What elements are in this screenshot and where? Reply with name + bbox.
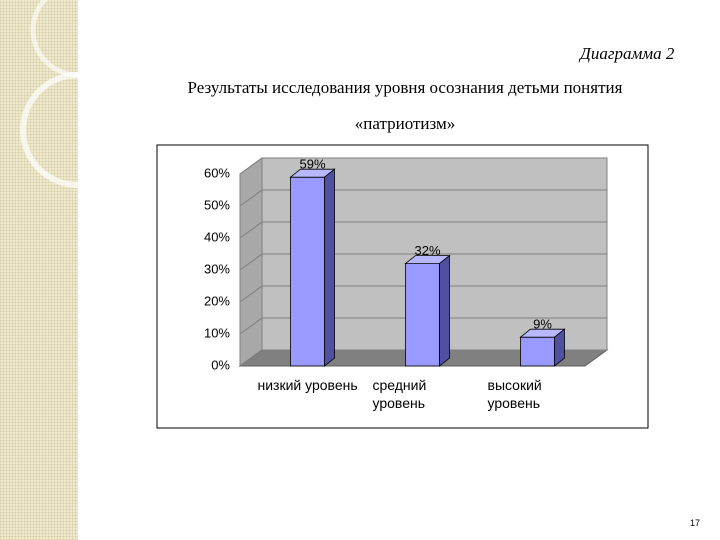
value-label: 9% (533, 317, 552, 332)
bar-side (554, 328, 565, 367)
grid-line (239, 253, 607, 271)
y-tick-label: 50% (204, 197, 230, 212)
grid-line (239, 157, 607, 175)
grid-line (239, 285, 607, 303)
page-number: 17 (690, 518, 701, 528)
bar-side (324, 168, 335, 367)
chart-title: Результаты исследования уровня осознания… (187, 78, 623, 133)
caption: Диаграмма 2 (580, 44, 675, 63)
decor-strip (0, 0, 136, 540)
grid-line (239, 349, 607, 367)
bar (405, 263, 440, 367)
bar (520, 336, 555, 367)
grid-line (239, 189, 607, 207)
y-tick-label: 20% (204, 293, 230, 308)
value-label: 59% (299, 157, 325, 172)
grid-line (239, 221, 607, 239)
x-tick-label: высокий уровень (487, 377, 542, 411)
y-tick-label: 10% (204, 325, 230, 340)
bar (290, 176, 325, 367)
bar-side (439, 254, 450, 367)
y-tick-label: 60% (204, 165, 230, 180)
grid-line (239, 317, 607, 335)
value-label: 32% (414, 243, 440, 258)
y-tick-label: 0% (211, 357, 230, 372)
y-tick-label: 40% (204, 229, 230, 244)
y-tick-label: 30% (204, 261, 230, 276)
x-tick-label: средний уровень (372, 377, 427, 411)
x-tick-label: низкий уровень (257, 377, 358, 393)
